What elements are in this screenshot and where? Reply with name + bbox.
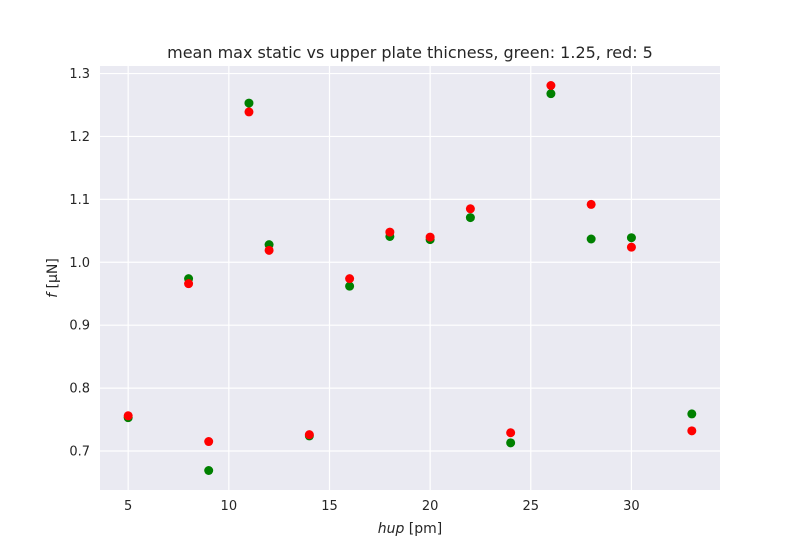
data-point-series-1 xyxy=(465,213,475,223)
y-tick-label: 0.8 xyxy=(69,382,90,397)
data-point-series-2 xyxy=(123,411,133,421)
data-point-series-1 xyxy=(586,234,596,244)
data-point-series-2 xyxy=(204,437,214,447)
y-tick-label: 1.1 xyxy=(69,193,90,208)
data-points xyxy=(123,81,697,475)
data-point-series-2 xyxy=(244,107,254,117)
data-point-series-2 xyxy=(304,430,314,440)
x-tick-label: 20 xyxy=(422,499,439,514)
y-tick-labels: 0.7 0.8 0.9 1.0 1.1 1.2 1.3 xyxy=(69,67,90,459)
data-point-series-2 xyxy=(345,274,355,284)
data-point-series-2 xyxy=(425,232,435,242)
data-point-series-1 xyxy=(687,409,697,419)
grid-lines xyxy=(100,66,720,490)
data-point-series-2 xyxy=(465,204,475,214)
data-point-series-1 xyxy=(626,233,636,243)
y-tick-label: 1.0 xyxy=(69,256,90,271)
x-tick-labels: 5 10 15 20 25 30 xyxy=(124,499,640,514)
data-point-series-1 xyxy=(244,98,254,108)
x-tick-label: 15 xyxy=(321,499,338,514)
data-point-series-1 xyxy=(345,281,355,291)
data-point-series-2 xyxy=(184,279,194,289)
y-axis-label-unit: [μN] xyxy=(45,258,61,293)
x-tick-label: 10 xyxy=(221,499,238,514)
data-point-series-2 xyxy=(586,199,596,209)
x-tick-label: 30 xyxy=(623,499,640,514)
chart-title: mean max static vs upper plate thicness,… xyxy=(167,43,653,62)
x-axis-label-var: hup xyxy=(378,521,405,537)
data-point-series-1 xyxy=(204,465,214,475)
x-tick-label: 25 xyxy=(523,499,540,514)
data-point-series-2 xyxy=(385,227,395,237)
x-axis-label-unit: [pm] xyxy=(404,521,442,537)
data-point-series-1 xyxy=(546,89,556,99)
y-axis-label: f [μN] xyxy=(45,258,61,298)
data-point-series-2 xyxy=(687,426,697,436)
data-point-series-2 xyxy=(546,81,556,91)
y-tick-label: 0.9 xyxy=(69,319,90,334)
y-tick-label: 1.2 xyxy=(69,130,90,145)
y-tick-label: 0.7 xyxy=(69,444,90,459)
x-tick-label: 5 xyxy=(124,499,132,514)
y-tick-label: 1.3 xyxy=(69,67,90,82)
data-point-series-2 xyxy=(626,242,636,252)
data-point-series-2 xyxy=(506,428,516,438)
data-point-series-1 xyxy=(506,438,516,448)
y-axis-label-var: f xyxy=(45,291,61,298)
x-axis-label: hup [pm] xyxy=(378,521,443,537)
data-point-series-2 xyxy=(264,245,274,255)
